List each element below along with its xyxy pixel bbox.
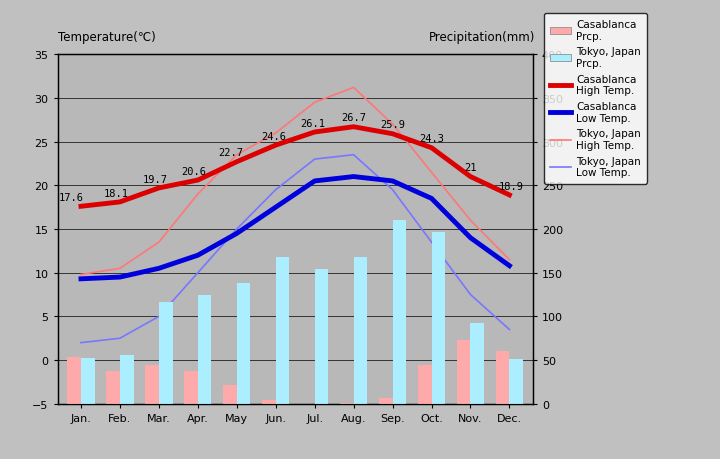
Bar <box>496 352 510 404</box>
Bar <box>159 302 173 404</box>
Text: 26.7: 26.7 <box>341 113 366 123</box>
Text: Temperature(℃): Temperature(℃) <box>58 31 156 44</box>
Text: 18.1: 18.1 <box>104 188 129 198</box>
Text: 25.9: 25.9 <box>380 120 405 130</box>
Text: 24.6: 24.6 <box>261 131 287 141</box>
Bar <box>470 323 484 404</box>
Bar <box>81 358 94 404</box>
Bar <box>145 365 159 404</box>
Text: 22.7: 22.7 <box>218 148 243 158</box>
Bar <box>262 400 276 404</box>
Bar <box>198 295 212 404</box>
Bar <box>68 358 81 404</box>
Bar <box>315 269 328 404</box>
Bar <box>120 355 133 404</box>
Bar <box>237 284 251 404</box>
Text: 24.3: 24.3 <box>419 134 444 144</box>
Bar <box>392 221 406 404</box>
Bar <box>276 257 289 404</box>
Text: Precipitation(mm): Precipitation(mm) <box>428 31 535 44</box>
Bar <box>354 257 367 404</box>
Text: 26.1: 26.1 <box>300 118 325 129</box>
Bar <box>510 359 523 404</box>
Text: 18.9: 18.9 <box>499 181 524 191</box>
Bar <box>379 398 392 404</box>
Bar <box>431 232 445 404</box>
Bar <box>418 365 431 404</box>
Bar <box>107 372 120 404</box>
Text: 21: 21 <box>464 163 477 173</box>
Text: 20.6: 20.6 <box>181 166 207 176</box>
Bar <box>457 340 470 404</box>
Bar <box>340 403 354 404</box>
Bar <box>184 371 198 404</box>
Bar <box>223 386 237 404</box>
Text: 17.6: 17.6 <box>59 192 84 202</box>
Legend: Casablanca
Prcp., Tokyo, Japan
Prcp., Casablanca
High Temp., Casablanca
Low Temp: Casablanca Prcp., Tokyo, Japan Prcp., Ca… <box>544 14 647 184</box>
Text: 19.7: 19.7 <box>143 174 168 184</box>
